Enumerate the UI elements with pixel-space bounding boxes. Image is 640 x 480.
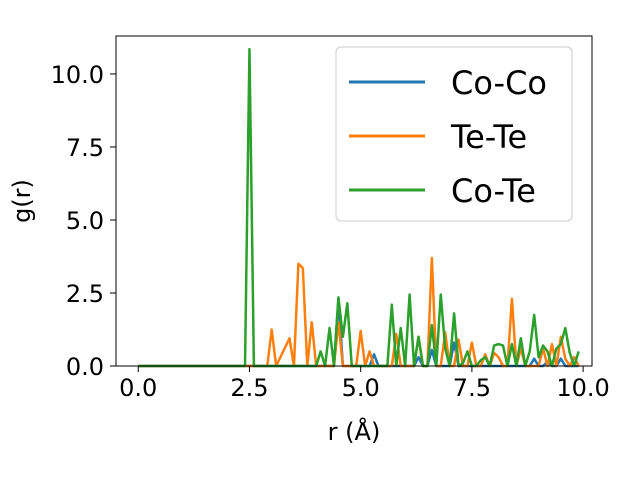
legend-box [335,46,573,222]
x-tick-label: 10.0 [556,374,609,402]
plot-frame [115,35,593,367]
x-axis-label: r (Å) [328,417,381,446]
y-tick-label: 5.0 [66,207,104,235]
x-tick-label: 5.0 [342,374,380,402]
x-tick-label: 0.0 [119,374,157,402]
legend-label: Co-Te [451,172,536,210]
y-tick-label: 7.5 [66,134,104,162]
x-tick-label: 7.5 [453,374,491,402]
y-tick-label: 0.0 [66,353,104,381]
legend-label: Te-Te [450,118,527,156]
y-axis: 0.0 2.5 5.0 7.5 10.0 [51,61,116,381]
series-line-co-te [138,47,580,368]
y-tick-label: 2.5 [66,280,104,308]
legend: Co-Co Te-Te Co-Te [335,46,573,222]
x-tick-label: 2.5 [230,374,268,402]
y-tick-label: 10.0 [51,61,104,89]
x-axis: 0.0 2.5 5.0 7.5 10.0 [119,366,610,402]
legend-label: Co-Co [451,64,547,102]
y-axis-label: g(r) [8,179,36,223]
